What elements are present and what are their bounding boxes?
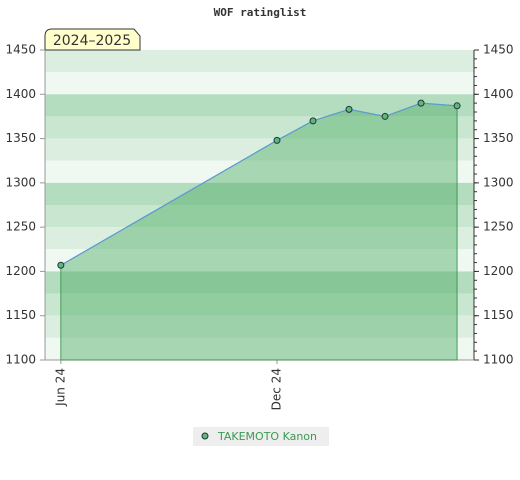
band <box>45 249 474 272</box>
marker <box>453 102 461 110</box>
plot-area <box>45 50 474 360</box>
band <box>45 205 474 228</box>
band <box>45 182 474 205</box>
legend-box <box>193 427 329 446</box>
y-tick-label: 1250 <box>5 220 36 234</box>
marker <box>309 117 317 125</box>
y-tick-label: 1150 <box>5 308 36 322</box>
x-tick-label: Dec 24 <box>269 368 283 410</box>
y2-tick-label: 1200 <box>483 264 514 278</box>
chart-title: WOF ratinglist <box>214 6 307 19</box>
band <box>45 160 474 183</box>
legend-label: TAKEMOTO Kanon <box>217 430 317 443</box>
y-tick-label: 1350 <box>5 131 36 145</box>
band <box>45 315 474 338</box>
annotation-box <box>44 28 141 51</box>
y2-tick-label: 1150 <box>483 308 514 322</box>
y-tick-label: 1400 <box>5 87 36 101</box>
y-tick-label: 1300 <box>5 175 36 189</box>
marker <box>57 261 65 269</box>
legend-marker <box>201 432 209 440</box>
annotation: 2024–2025 <box>53 33 131 49</box>
marker <box>381 112 389 120</box>
band <box>45 293 474 316</box>
y2-tick-label: 1450 <box>483 43 514 57</box>
band <box>45 94 474 117</box>
band <box>45 337 474 360</box>
band <box>45 227 474 250</box>
y-tick-label: 1200 <box>5 264 36 278</box>
y2-tick-label: 1300 <box>483 175 514 189</box>
y-tick-label: 1450 <box>5 43 36 57</box>
band <box>45 116 474 139</box>
y2-tick-label: 1400 <box>483 87 514 101</box>
band <box>45 271 474 294</box>
band <box>45 72 474 95</box>
y2-tick-label: 1350 <box>483 131 514 145</box>
y-tick-label: 1100 <box>5 353 36 367</box>
y2-tick-label: 1100 <box>483 353 514 367</box>
band <box>45 50 474 73</box>
band <box>45 138 474 161</box>
marker <box>417 99 425 107</box>
marker <box>273 136 281 144</box>
x-tick-label: Jun 24 <box>53 368 67 407</box>
marker <box>345 105 353 113</box>
y2-tick-label: 1250 <box>483 220 514 234</box>
